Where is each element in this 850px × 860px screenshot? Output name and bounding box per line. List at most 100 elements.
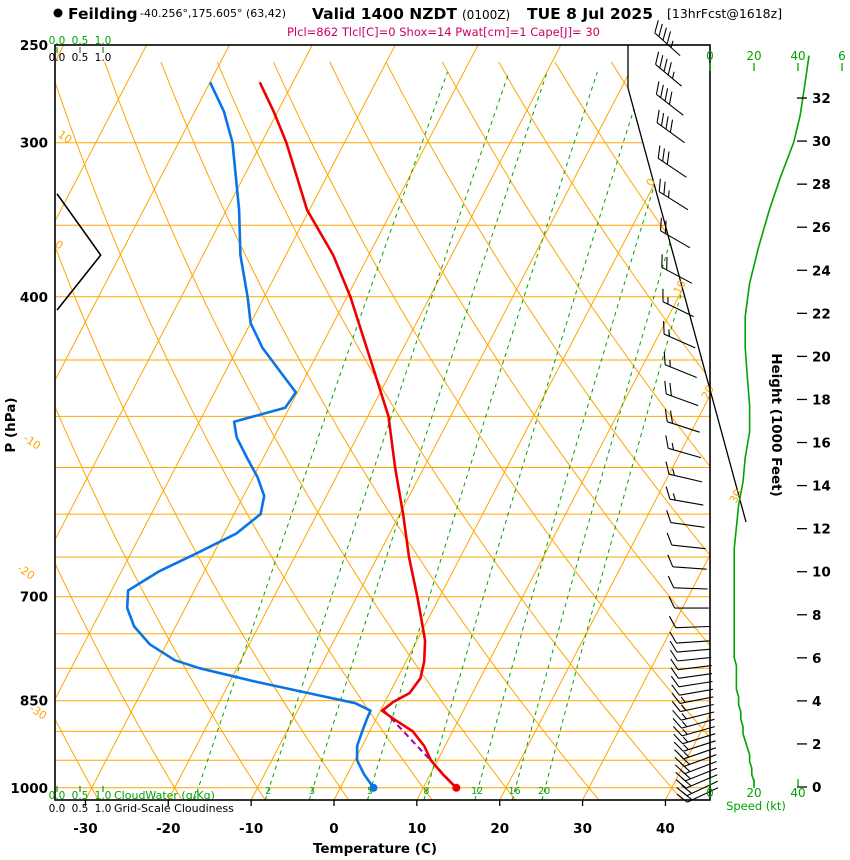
svg-text:-20: -20 (15, 562, 37, 583)
wind-barb (667, 421, 700, 433)
speed-scale: 0 20 40 60 20 40 (706, 49, 846, 800)
wind-barb (672, 566, 707, 570)
temperature-tick-label: 30 (573, 821, 592, 837)
cloudiness-scale-tick: 1.0 (95, 52, 112, 64)
height-tick-label: 22 (812, 306, 831, 322)
dry-adiabat-line (441, 61, 710, 800)
valid-time: Valid 1400 NZDT (312, 5, 457, 23)
wind-barb (668, 473, 703, 483)
height-tick-label: 18 (812, 392, 831, 408)
dry-adiabat-line (216, 61, 683, 800)
temperature-tick-label: 40 (656, 821, 675, 837)
station-bullet-icon (53, 8, 63, 18)
grid-scale-cloudiness-profile (56, 193, 102, 311)
wind-barb (677, 656, 712, 662)
svg-text:16: 16 (509, 786, 521, 797)
wind-barb (677, 665, 712, 671)
isotherm-line (55, 45, 313, 800)
isotherm-line (416, 45, 710, 800)
wind-barb (668, 447, 702, 459)
wind-barb (676, 648, 711, 653)
grid-boundary-diagonal (627, 87, 747, 523)
wind-barb (681, 718, 715, 729)
isotherm-line (55, 45, 230, 800)
height-tick-label: 2 (812, 737, 821, 753)
svg-text:3: 3 (309, 786, 315, 797)
wind-barb (661, 266, 693, 284)
dry-adiabat-line (329, 61, 710, 800)
isotherm-line (55, 45, 396, 800)
wind-barb (686, 780, 718, 797)
svg-text:20: 20 (538, 786, 550, 797)
isotherm-line (250, 45, 645, 800)
dewpoint-curve (125, 81, 375, 789)
cloudiness-scale-tick: 0.0 (49, 52, 66, 64)
svg-text:12: 12 (471, 786, 483, 797)
height-tick-label: 24 (812, 263, 831, 279)
isotherm-line (167, 45, 562, 800)
dry-adiabat-line (836, 62, 850, 800)
cloudwater-scale-tick: 1.0 (95, 35, 112, 47)
wind-barb (678, 680, 713, 688)
background-grid (55, 45, 850, 800)
cloud-scales: 0.00.00.00.00.50.50.50.51.01.01.01.0 (49, 35, 112, 815)
wind-barb (673, 587, 708, 590)
temperature-tick-label: 0 (329, 821, 338, 837)
parcel-ascent-line (380, 707, 458, 789)
pressure-tick-label: 1000 (10, 781, 48, 797)
pressure-tick-label: 700 (20, 590, 48, 606)
cloudiness-scale-tick: 0.0 (49, 803, 66, 815)
cloudiness-scale-tick: 0.5 (72, 803, 89, 815)
wind-barb (680, 703, 714, 713)
dry-adiabat-line (554, 61, 710, 800)
pressure-tick-label: 250 (20, 38, 48, 54)
height-tick-label: 14 (812, 479, 831, 495)
height-tick-label: 8 (812, 608, 821, 624)
height-tick-label: 28 (812, 177, 831, 193)
dry-adiabat-line (55, 61, 350, 800)
temperature-curve (258, 81, 458, 789)
cloudiness-scale-tick: 0.5 (72, 52, 89, 64)
speed-tick-label: 0 (706, 49, 714, 63)
svg-text:10: 10 (56, 128, 75, 147)
wind-barb (660, 230, 691, 249)
dry-adiabat-line (160, 61, 600, 800)
height-tick-label: 16 (812, 436, 831, 452)
wind-barb (679, 688, 713, 696)
cloudwater-scale-tick: 0.5 (72, 790, 89, 802)
wind-barb (663, 333, 696, 349)
dry-adiabat-line (55, 61, 183, 800)
height-tick-label: 32 (812, 91, 831, 107)
speed-tick-label: 20 (746, 786, 761, 800)
speed-axis-label: Speed (kt) (726, 799, 786, 813)
height-tick-label: 20 (812, 349, 831, 365)
isotherm-line (499, 45, 710, 800)
dry-adiabat-line (55, 61, 99, 800)
cloudwater-scale-tick: 0.0 (49, 790, 66, 802)
mixing-ratio-lines (193, 72, 710, 800)
wind-barb (684, 760, 717, 775)
isotherm-line (582, 45, 710, 800)
wind-barb (678, 673, 713, 679)
svg-text:10: 10 (671, 278, 689, 296)
wind-barb (680, 711, 715, 721)
temperature-tick-label: 10 (407, 821, 426, 837)
wind-barb (662, 301, 694, 318)
height-tick-label: 4 (812, 694, 821, 710)
height-axis-label: Height (1000 Feet) (768, 353, 784, 497)
speed-tick-label: 0 (706, 786, 714, 800)
cloudiness-scale-tick: 1.0 (95, 803, 112, 815)
stability-indices: Plcl=862 Tlcl[C]=0 Shox=14 Pwat[cm]=1 Ca… (287, 25, 600, 39)
wind-barb (655, 63, 682, 87)
valid-utc: (0100Z) (462, 8, 510, 22)
wind-barb (675, 625, 710, 629)
height-tick-label: 26 (812, 220, 831, 236)
wind-barb (685, 767, 718, 782)
pressure-tick-label: 400 (20, 290, 48, 306)
surface-temperature-dot (452, 783, 461, 792)
height-tick-label: 30 (812, 134, 831, 150)
temperature-tick-label: -10 (239, 821, 263, 837)
wind-barb (671, 544, 706, 550)
